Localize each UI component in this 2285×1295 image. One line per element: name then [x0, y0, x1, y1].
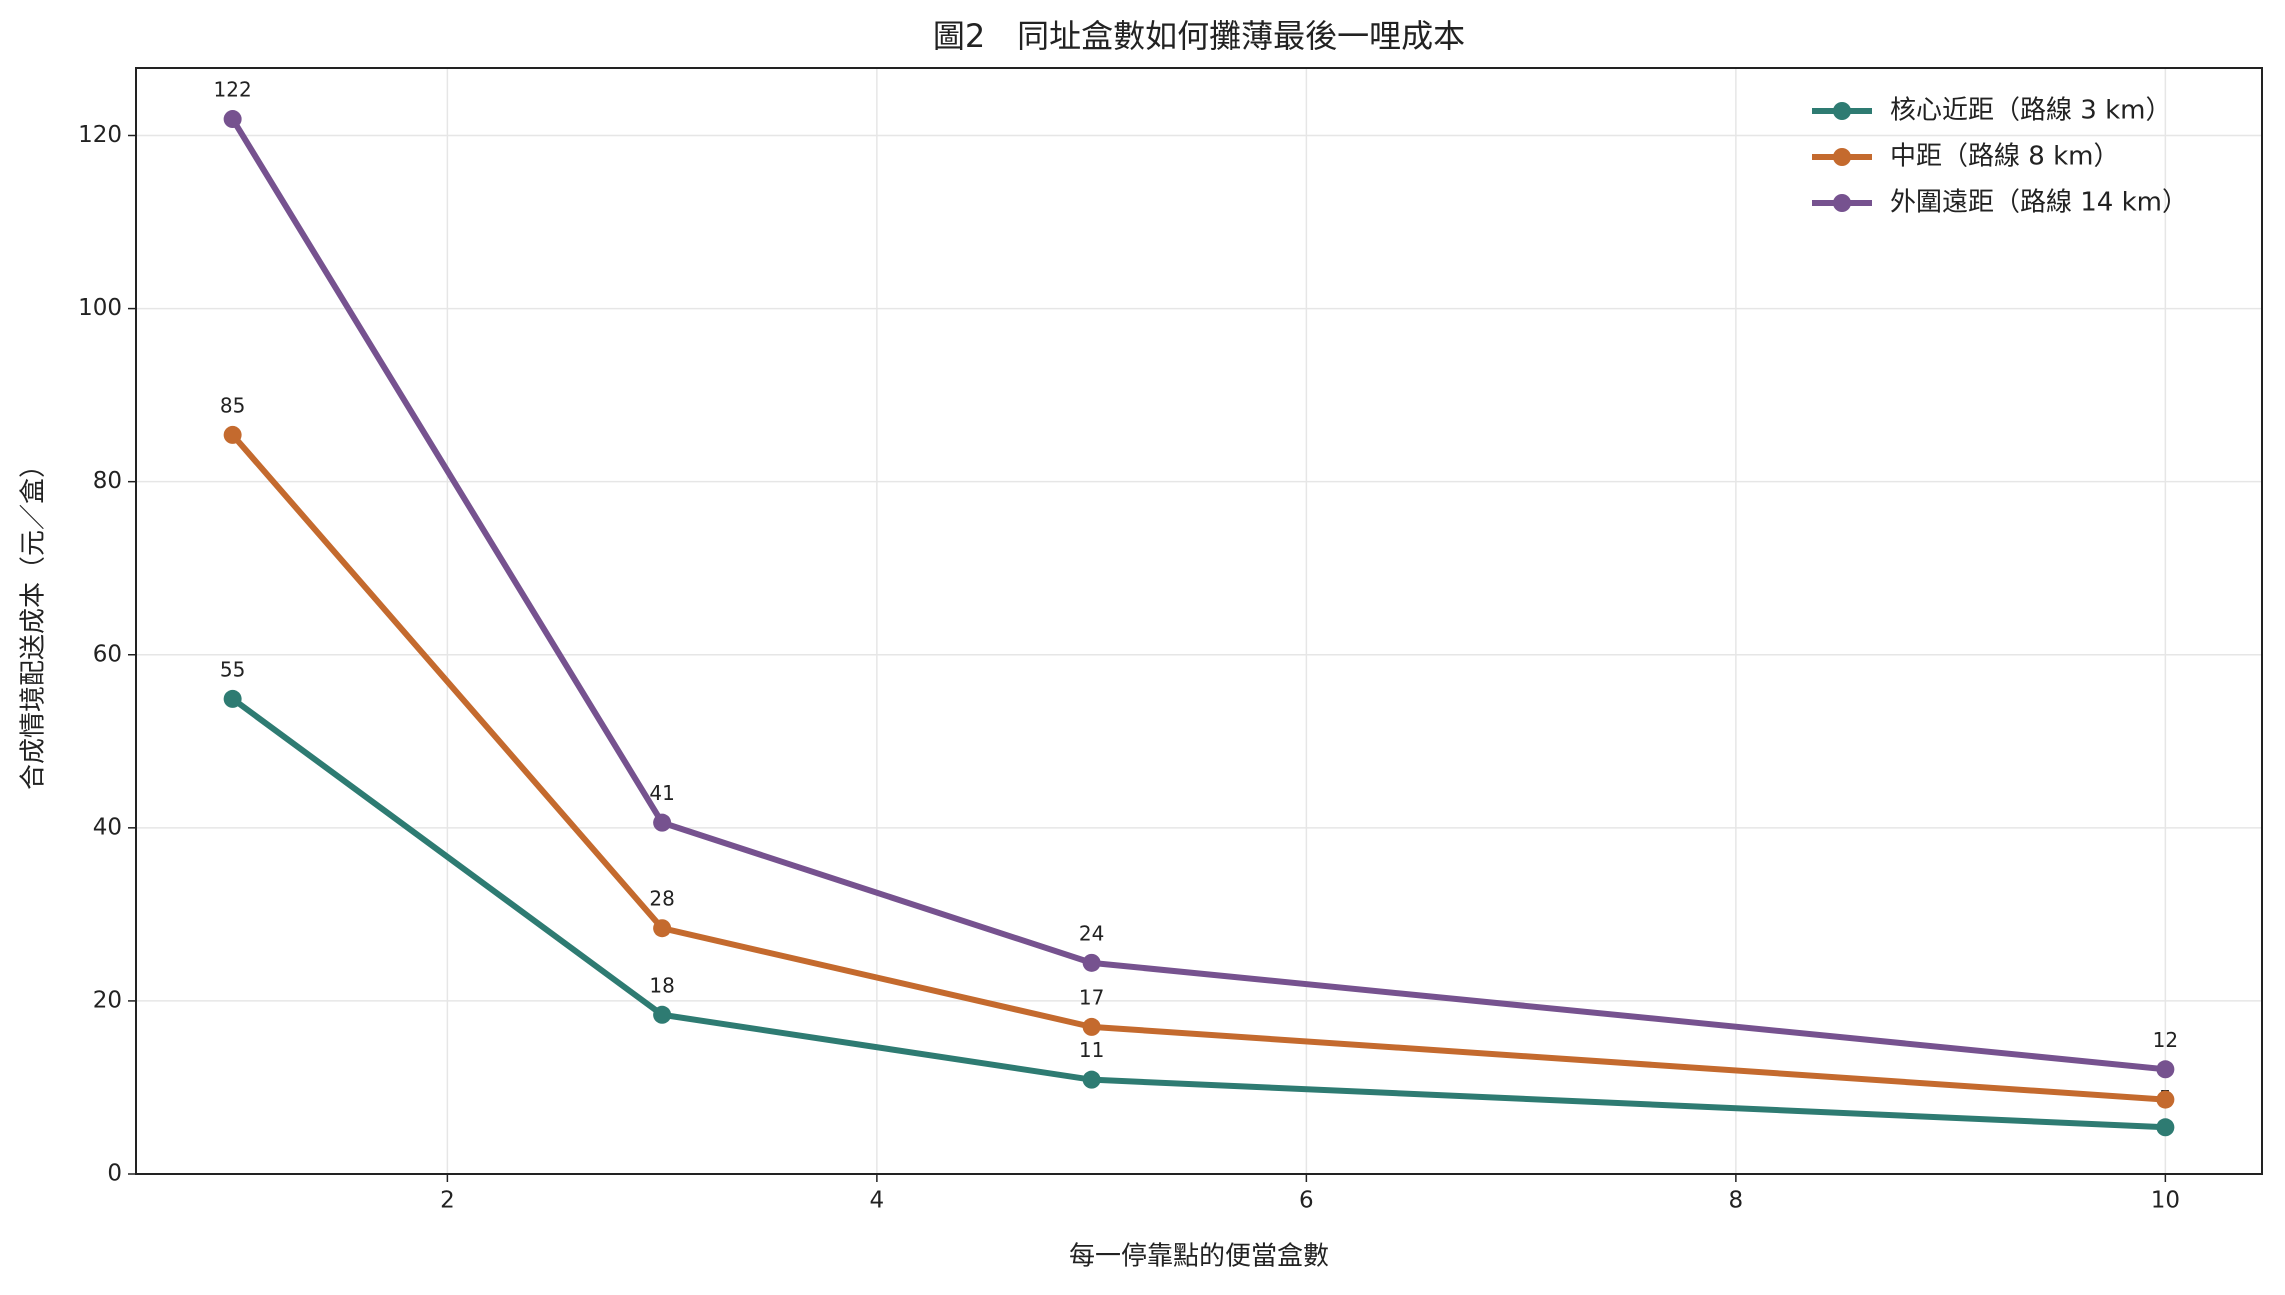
- value-label: 28: [649, 887, 674, 911]
- value-label: 17: [1079, 985, 1104, 1009]
- legend-label: 外圍遠距（路線 14 km）: [1890, 188, 2188, 218]
- chart-title: 圖2 同址盒數如何攤薄最後一哩成本: [933, 17, 1465, 55]
- x-axis-label: 每一停靠點的便當盒數: [1069, 1242, 1329, 1272]
- value-label: 122: [214, 78, 252, 102]
- value-label: 18: [649, 973, 674, 997]
- y-tick-label: 100: [78, 295, 122, 321]
- legend-marker: [1833, 194, 1851, 212]
- series-line: [230, 117, 2166, 1073]
- value-label: 85: [220, 393, 245, 417]
- data-point: [653, 919, 672, 938]
- value-label: 55: [220, 657, 245, 681]
- value-label: 41: [649, 781, 674, 805]
- x-tick-label: 10: [2151, 1188, 2180, 1214]
- y-tick-label: 40: [93, 814, 122, 840]
- y-tick-label: 80: [93, 468, 122, 494]
- data-point: [2156, 1090, 2175, 1109]
- data-point: [1082, 1017, 1101, 1036]
- data-point: [223, 110, 242, 129]
- data-point: [2156, 1060, 2175, 1079]
- legend-marker: [1833, 102, 1851, 120]
- y-tick-label: 120: [78, 122, 122, 148]
- x-tick-label: 4: [870, 1188, 885, 1214]
- legend-marker: [1833, 148, 1851, 166]
- series-line: [230, 696, 2166, 1131]
- data-point: [1082, 953, 1101, 972]
- data-point: [653, 1005, 672, 1024]
- x-tick-label: 6: [1299, 1188, 1314, 1214]
- value-label: 12: [2153, 1028, 2178, 1052]
- y-tick-label: 20: [93, 987, 122, 1013]
- plot-frame: [135, 67, 2263, 1175]
- y-tick-label: 60: [93, 641, 122, 667]
- legend-label: 中距（路線 8 km）: [1890, 142, 2119, 172]
- data-point: [653, 813, 672, 832]
- data-point: [1082, 1070, 1101, 1089]
- x-tick-label: 2: [440, 1188, 455, 1214]
- series-line: [230, 432, 2166, 1103]
- x-tick-label: 8: [1729, 1188, 1744, 1214]
- y-axis-label: 合成情境配送成本（元／盒）: [19, 452, 49, 790]
- value-label: 24: [1079, 921, 1104, 945]
- data-point: [223, 425, 242, 444]
- legend-label: 核心近距（路線 3 km）: [1890, 96, 2171, 126]
- y-tick-label: 0: [107, 1161, 122, 1187]
- data-point: [2156, 1118, 2175, 1137]
- data-point: [223, 689, 242, 708]
- value-label: 11: [1079, 1038, 1104, 1062]
